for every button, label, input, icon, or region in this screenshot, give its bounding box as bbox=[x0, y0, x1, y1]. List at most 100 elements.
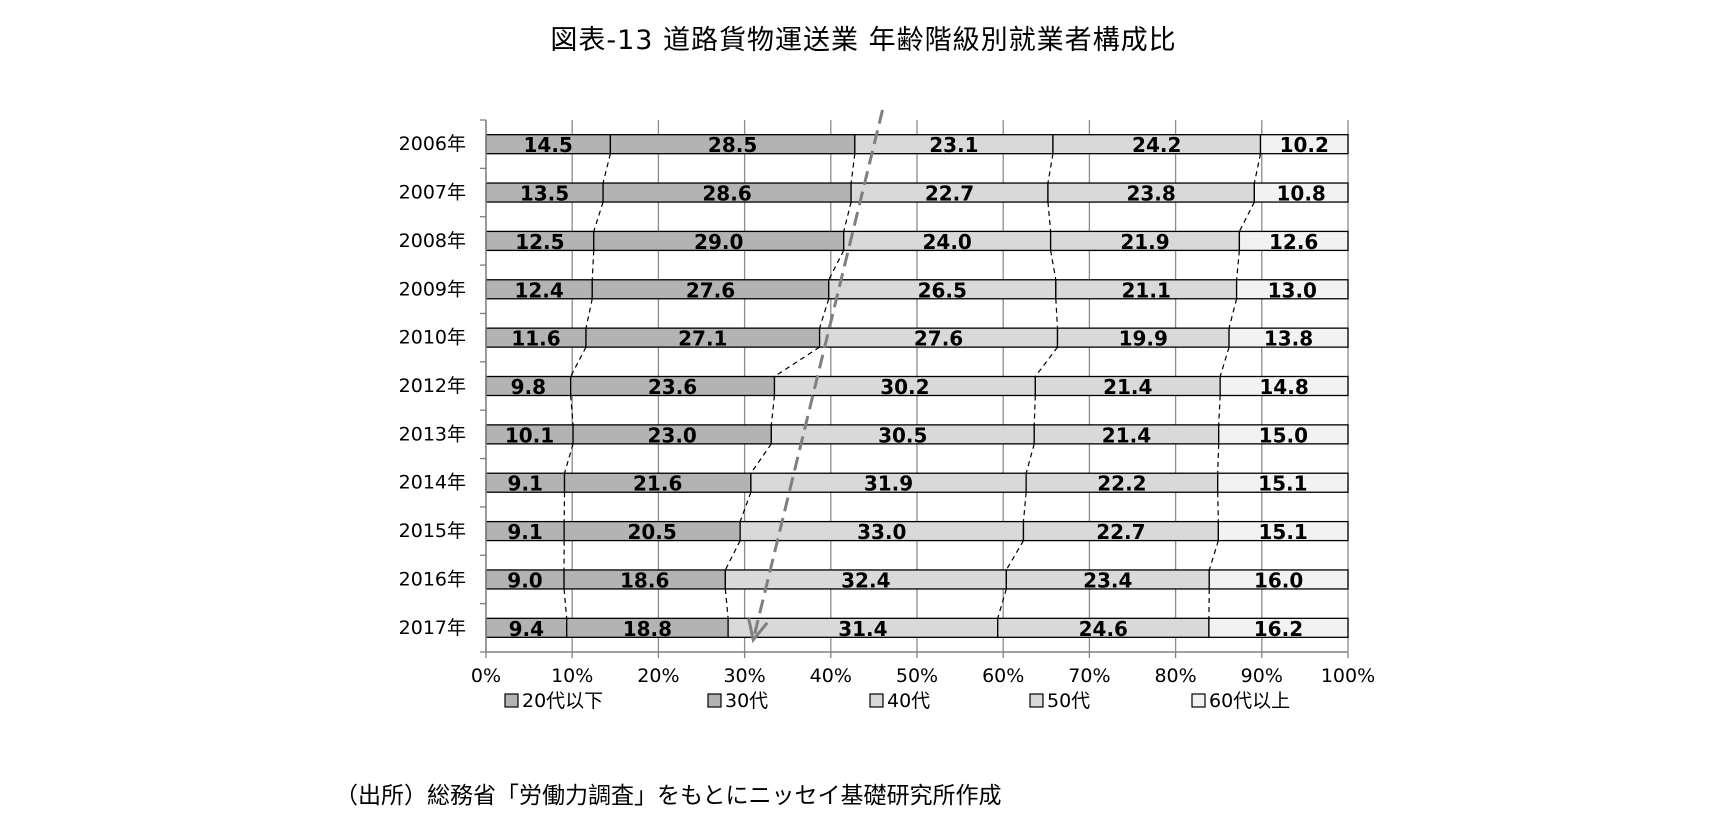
bar-segment bbox=[1217, 472, 1349, 493]
connector-line bbox=[1022, 492, 1027, 522]
data-label: 11.6 bbox=[511, 327, 560, 351]
connector-line bbox=[724, 588, 729, 619]
connector-line bbox=[1005, 540, 1024, 571]
data-label: 14.8 bbox=[1259, 375, 1308, 399]
data-label: 14.5 bbox=[524, 133, 573, 157]
category-label: 2016年 bbox=[399, 568, 466, 590]
data-label: 19.9 bbox=[1119, 327, 1168, 351]
connector-line bbox=[1025, 443, 1035, 474]
data-label: 22.2 bbox=[1097, 472, 1146, 496]
legend-label: 30代 bbox=[725, 690, 768, 712]
data-label: 28.5 bbox=[708, 133, 757, 157]
data-label: 15.1 bbox=[1258, 472, 1307, 496]
x-tick-label: 50% bbox=[896, 665, 938, 687]
source-note: （出所）総務省「労働力調査」をもとにニッセイ基礎研究所作成 bbox=[335, 783, 1002, 809]
bar-segment bbox=[1219, 375, 1349, 397]
data-label: 12.6 bbox=[1269, 230, 1318, 254]
category-label: 2009年 bbox=[399, 278, 466, 300]
connector-lines bbox=[563, 153, 1262, 619]
legend-label: 50代 bbox=[1047, 690, 1090, 712]
category-label: 2006年 bbox=[399, 133, 466, 155]
connector-line bbox=[724, 540, 741, 571]
category-label: 2014年 bbox=[399, 472, 466, 494]
x-tick-label: 10% bbox=[551, 665, 593, 687]
x-tick-label: 100% bbox=[1321, 665, 1375, 687]
data-label: 23.8 bbox=[1126, 182, 1175, 206]
connector-line bbox=[1238, 201, 1255, 232]
bar-segment bbox=[1259, 134, 1349, 155]
connector-line bbox=[1055, 298, 1059, 329]
data-label: 9.1 bbox=[508, 472, 543, 496]
data-label: 27.1 bbox=[678, 327, 727, 351]
data-label: 26.5 bbox=[918, 278, 967, 302]
connector-line bbox=[1034, 346, 1058, 377]
bar-segment bbox=[1218, 424, 1349, 445]
data-label: 9.4 bbox=[509, 617, 544, 641]
connector-line bbox=[1218, 395, 1221, 425]
legend-swatch bbox=[869, 693, 884, 708]
connector-line bbox=[828, 250, 845, 281]
data-label: 15.1 bbox=[1258, 520, 1307, 544]
x-tick-label: 60% bbox=[982, 665, 1024, 687]
connector-line bbox=[1219, 346, 1230, 377]
data-label: 13.5 bbox=[520, 182, 569, 206]
connector-line bbox=[843, 201, 852, 232]
bar-segments bbox=[485, 134, 1349, 638]
category-label: 2015年 bbox=[399, 520, 466, 542]
legend-swatch bbox=[1029, 693, 1044, 708]
connector-line bbox=[585, 298, 593, 329]
legend-swatch bbox=[504, 693, 519, 708]
trend-arrow-line bbox=[751, 109, 884, 641]
legend: 20代以下 30代 40代 50代 60代以上 bbox=[504, 690, 1290, 712]
data-label: 12.5 bbox=[515, 230, 564, 254]
connector-line bbox=[1208, 540, 1219, 571]
data-label: 18.8 bbox=[623, 617, 672, 641]
data-labels: 14.5 28.5 23.1 24.2 10.2 13.5 28.6 22.7 23.8 10.8… bbox=[505, 133, 1329, 641]
data-label: 23.0 bbox=[648, 423, 697, 447]
connector-line bbox=[563, 588, 568, 619]
x-tick-label: 20% bbox=[637, 665, 679, 687]
bar-segment bbox=[1208, 569, 1349, 590]
bar-segment bbox=[1253, 182, 1349, 203]
data-label: 23.4 bbox=[1083, 568, 1132, 592]
connector-line bbox=[1033, 395, 1036, 425]
data-label: 27.6 bbox=[914, 327, 963, 351]
axes: 0% 10% 20% 30% 40% 50% 60% 70% 80% 90% 100% 2006年 20… bbox=[399, 119, 1375, 687]
data-label: 21.9 bbox=[1120, 230, 1169, 254]
data-label: 9.1 bbox=[507, 520, 542, 544]
data-label: 20.5 bbox=[627, 520, 676, 544]
legend-swatch bbox=[1191, 693, 1206, 708]
data-label: 29.0 bbox=[694, 230, 743, 254]
connector-line bbox=[1236, 250, 1240, 280]
data-label: 30.5 bbox=[878, 423, 927, 447]
x-tick-label: 90% bbox=[1241, 665, 1283, 687]
connector-line bbox=[602, 153, 611, 184]
legend-label: 40代 bbox=[887, 690, 930, 712]
connector-line bbox=[1228, 298, 1238, 329]
x-tick-label: 0% bbox=[471, 665, 501, 687]
data-label: 32.4 bbox=[841, 568, 890, 592]
data-label: 10.2 bbox=[1280, 133, 1329, 157]
data-label: 31.4 bbox=[838, 617, 887, 641]
x-tick-label: 40% bbox=[810, 665, 852, 687]
connector-line bbox=[1050, 250, 1057, 280]
bar-segment bbox=[1235, 279, 1349, 300]
connector-line bbox=[819, 298, 830, 329]
connector-line bbox=[1217, 492, 1219, 522]
connector-line bbox=[1047, 153, 1054, 184]
category-label: 2017年 bbox=[399, 617, 466, 639]
data-label: 31.9 bbox=[864, 472, 913, 496]
connector-line bbox=[593, 201, 604, 232]
connector-line bbox=[774, 346, 820, 378]
data-label: 21.1 bbox=[1122, 278, 1171, 302]
category-label: 2013年 bbox=[399, 423, 466, 445]
data-label: 12.4 bbox=[514, 278, 563, 302]
data-label: 24.6 bbox=[1079, 617, 1128, 641]
connector-line bbox=[1047, 201, 1052, 232]
data-label: 16.0 bbox=[1254, 568, 1303, 592]
data-label: 33.0 bbox=[857, 520, 906, 544]
data-label: 21.4 bbox=[1102, 423, 1151, 447]
data-label: 21.4 bbox=[1103, 375, 1152, 399]
connector-line bbox=[997, 588, 1007, 619]
